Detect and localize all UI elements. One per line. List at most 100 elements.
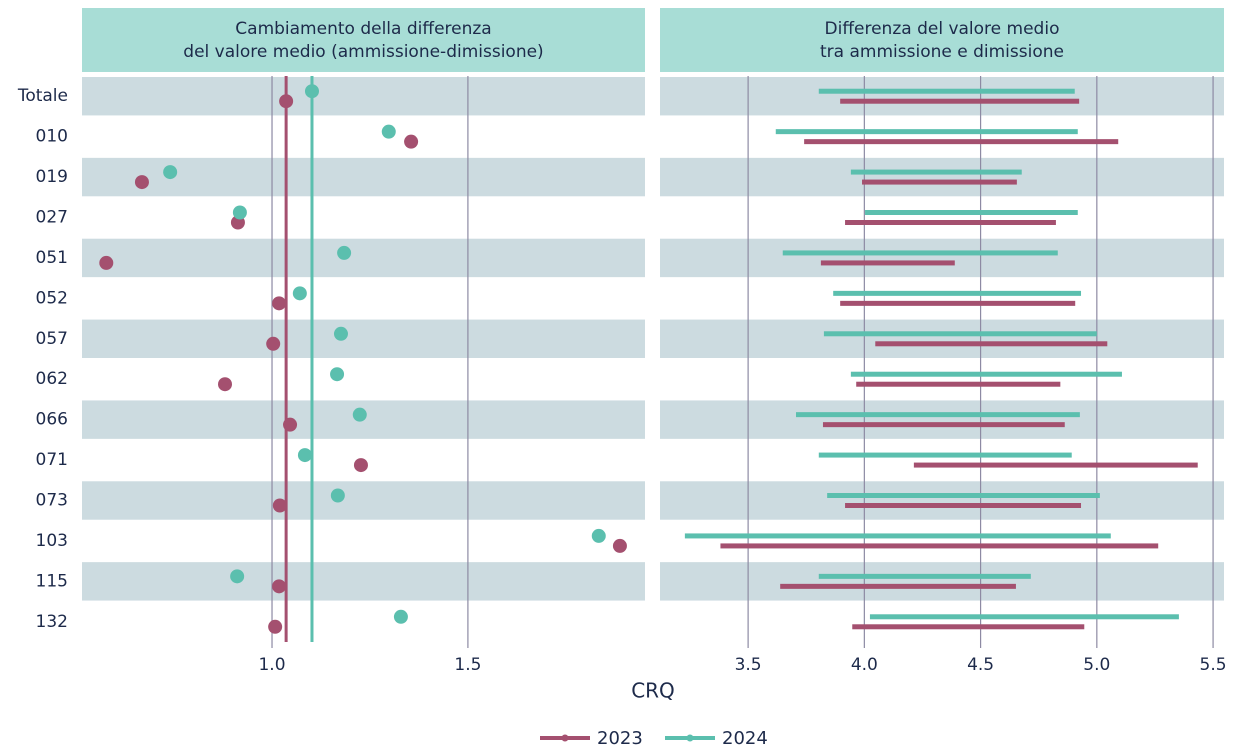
x-tick-label: 1.0 <box>258 655 285 675</box>
range-bar <box>845 220 1056 225</box>
range-bar <box>913 462 1198 468</box>
dot <box>283 417 298 432</box>
range-bar <box>720 543 1159 549</box>
row-band <box>660 481 1224 520</box>
range-bar <box>796 412 1080 418</box>
y-tick-label: 019 <box>36 167 68 187</box>
range-bar <box>840 300 1076 306</box>
dot <box>297 448 312 463</box>
range-bar <box>818 452 1072 458</box>
dot <box>163 165 178 180</box>
range-bar <box>852 624 1085 630</box>
dot <box>352 407 367 422</box>
dot <box>404 134 419 149</box>
legend-label: 2023 <box>597 728 643 749</box>
dot <box>333 326 348 341</box>
y-tick-label: 051 <box>36 248 68 268</box>
dot <box>230 569 245 584</box>
range-bar <box>818 573 1031 579</box>
panel-header <box>660 8 1224 72</box>
range-bar <box>775 129 1078 135</box>
row-band <box>660 238 1224 278</box>
row-band <box>82 481 645 520</box>
panel-title: del valore medio (ammissione-dimissione) <box>183 42 543 62</box>
x-tick-label: 5.0 <box>1083 655 1110 675</box>
x-tick-label: 4.5 <box>967 655 994 675</box>
row-band <box>82 157 645 197</box>
x-axis-label: CRQ <box>631 679 675 703</box>
row-band <box>82 238 645 278</box>
y-tick-label: 071 <box>36 450 68 470</box>
x-tick-label: 3.5 <box>735 655 762 675</box>
row-band <box>660 77 1224 116</box>
range-bar <box>845 503 1082 508</box>
range-bar <box>782 250 1058 256</box>
dot <box>330 367 345 382</box>
x-tick-label: 1.5 <box>454 655 481 675</box>
legend-dot <box>686 734 694 742</box>
range-bar <box>875 341 1108 347</box>
range-bar <box>856 381 1061 387</box>
panel-header <box>82 8 645 72</box>
dot <box>99 255 114 270</box>
y-tick-label: 010 <box>36 127 68 147</box>
dot <box>272 579 287 594</box>
legend-label: 2024 <box>722 728 768 749</box>
y-tick-label: 115 <box>36 571 68 591</box>
y-tick-label: 132 <box>36 612 68 632</box>
y-tick-label: 027 <box>36 208 68 228</box>
y-tick-label: 062 <box>36 369 68 389</box>
row-band <box>660 400 1224 439</box>
dot <box>218 377 233 392</box>
row-band <box>82 319 645 358</box>
panel-title: Cambiamento della differenza <box>235 19 491 39</box>
range-bar <box>822 422 1065 428</box>
legend-dot <box>561 734 569 742</box>
range-bar <box>869 614 1179 620</box>
dot <box>381 124 396 139</box>
range-bar <box>827 493 1100 498</box>
range-bar <box>823 331 1097 337</box>
y-tick-label: 057 <box>36 329 68 349</box>
row-band <box>660 562 1224 601</box>
row-band <box>660 157 1224 197</box>
range-bar <box>818 88 1075 94</box>
range-bar <box>865 210 1078 215</box>
range-bar <box>840 98 1080 104</box>
range-bar <box>780 583 1016 589</box>
dot <box>266 336 281 351</box>
range-bar <box>804 139 1119 145</box>
row-band <box>82 77 645 116</box>
dot <box>612 538 627 553</box>
dot <box>268 619 283 634</box>
dot <box>292 286 307 301</box>
y-tick-label: 066 <box>36 410 68 430</box>
y-tick-label: Totale <box>17 86 68 106</box>
dot <box>272 296 287 311</box>
y-tick-label: 073 <box>36 491 68 511</box>
dot <box>330 488 345 503</box>
dot <box>279 94 294 109</box>
dot <box>591 528 606 543</box>
dot <box>393 609 408 624</box>
range-bar <box>850 371 1122 377</box>
range-bar <box>850 169 1022 175</box>
panel-title: Differenza del valore medio <box>825 19 1060 39</box>
x-tick-label: 4.0 <box>851 655 878 675</box>
range-bar <box>862 179 1017 185</box>
range-bar <box>820 260 955 266</box>
dot <box>353 458 368 473</box>
range-bar <box>684 533 1111 539</box>
dot <box>232 205 247 220</box>
row-band <box>82 562 645 601</box>
panel-title: tra ammissione e dimissione <box>820 42 1064 62</box>
dot <box>337 245 352 260</box>
y-tick-label: 103 <box>36 531 68 551</box>
row-band <box>660 319 1224 358</box>
y-tick-label: 052 <box>36 288 68 308</box>
dot <box>272 498 287 513</box>
dot <box>134 175 149 190</box>
range-bar <box>833 290 1082 296</box>
dot <box>304 84 319 99</box>
